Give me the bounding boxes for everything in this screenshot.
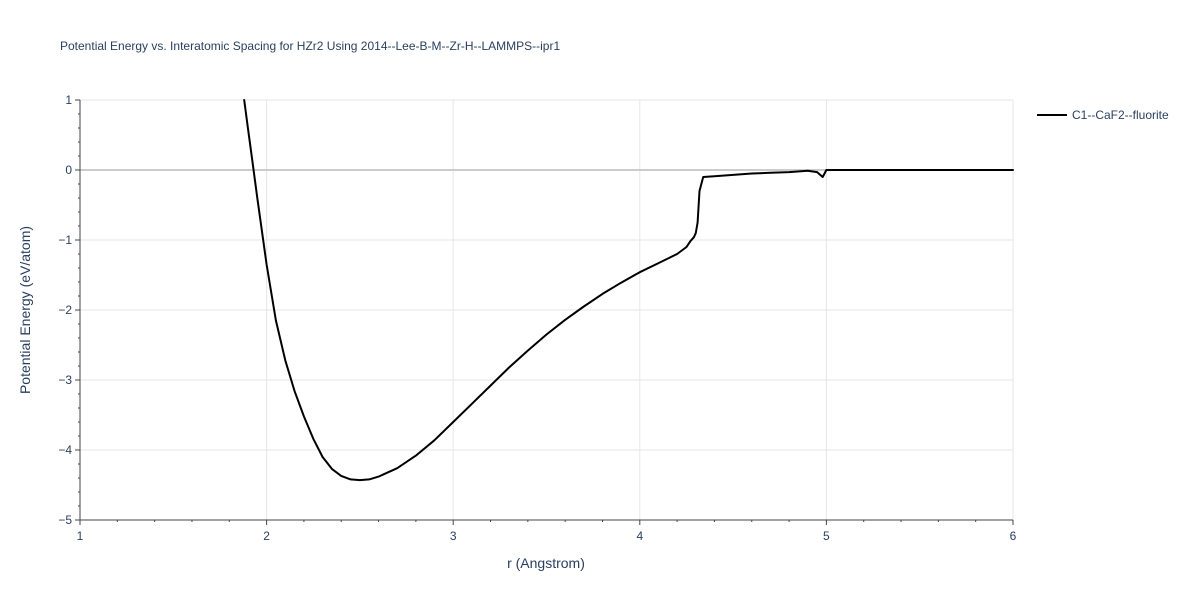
y-tick-label: −4 xyxy=(58,443,72,457)
legend[interactable]: C1--CaF2--fluorite xyxy=(1037,108,1169,122)
grid xyxy=(80,99,1014,520)
x-tick-label: 3 xyxy=(450,529,457,543)
legend-label: C1--CaF2--fluorite xyxy=(1072,108,1169,122)
y-tick-label: −5 xyxy=(58,513,72,527)
y-axis-title: Potential Energy (eV/atom) xyxy=(17,226,33,394)
x-tick-label: 4 xyxy=(636,529,643,543)
x-tick-label: 1 xyxy=(77,529,84,543)
series-layer xyxy=(243,99,1014,482)
x-axis-title: r (Angstrom) xyxy=(507,555,585,571)
y-tick-label: −1 xyxy=(58,233,72,247)
y-tick-label: 1 xyxy=(65,93,72,107)
chart-title: Potential Energy vs. Interatomic Spacing… xyxy=(60,39,560,53)
x-tick-label: 5 xyxy=(823,529,830,543)
y-tick-label: −3 xyxy=(58,373,72,387)
y-tick-label: 0 xyxy=(65,163,72,177)
axes xyxy=(75,99,1014,525)
x-tick-label: 6 xyxy=(1010,529,1017,543)
series-line-0[interactable] xyxy=(243,99,1014,482)
tick-labels: 1 2 3 4 5 6 1 0 −1 −2 −3 −4 −5 xyxy=(58,93,1016,543)
x-tick-label: 2 xyxy=(263,529,270,543)
y-tick-label: −2 xyxy=(58,303,72,317)
